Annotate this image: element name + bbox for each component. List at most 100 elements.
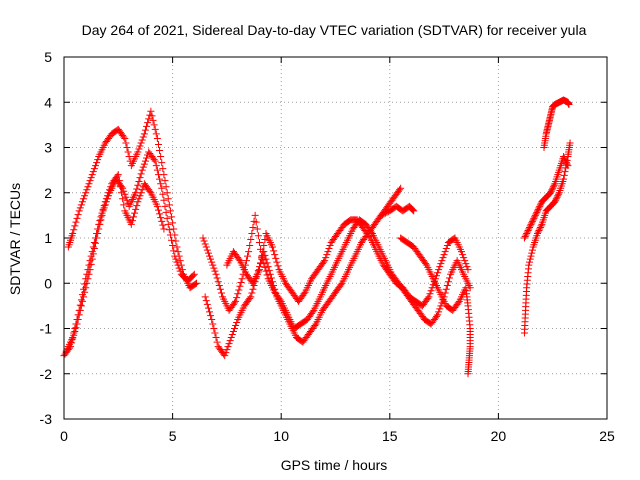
data-point — [133, 202, 141, 210]
data-point — [163, 189, 171, 197]
data-point — [549, 183, 557, 191]
data-point — [232, 297, 240, 305]
data-point — [463, 263, 471, 271]
data-point — [459, 251, 467, 259]
data-point — [464, 370, 472, 378]
data-point — [254, 232, 262, 240]
data-point — [442, 245, 450, 253]
data-point — [177, 261, 185, 269]
data-point — [87, 252, 95, 260]
data-point — [71, 325, 79, 332]
data-point — [153, 202, 161, 210]
data-point — [408, 205, 416, 213]
series-track-b — [64, 107, 200, 292]
data-point — [443, 242, 451, 250]
data-point — [536, 225, 544, 233]
data-point — [157, 214, 165, 222]
data-point — [85, 180, 93, 188]
data-point — [190, 270, 198, 278]
data-point — [560, 175, 568, 183]
data-point — [460, 254, 468, 262]
data-point — [120, 201, 128, 209]
data-point — [435, 308, 443, 316]
data-point — [446, 274, 454, 282]
data-point — [78, 291, 86, 299]
data-point — [238, 275, 246, 283]
data-point — [69, 229, 77, 237]
data-point — [337, 281, 345, 289]
data-point — [158, 217, 166, 225]
data-point — [80, 195, 88, 203]
data-point — [427, 287, 435, 295]
data-point — [441, 248, 449, 256]
data-point — [139, 133, 147, 141]
data-point — [131, 209, 139, 217]
data-point — [134, 181, 142, 189]
data-point — [379, 211, 387, 219]
data-point — [203, 300, 211, 308]
data-point — [531, 211, 539, 219]
data-point — [527, 220, 535, 228]
data-point — [141, 126, 149, 134]
data-point — [227, 334, 235, 342]
data-point — [165, 201, 173, 209]
data-point — [87, 174, 95, 182]
data-point — [138, 136, 146, 144]
data-point — [248, 289, 256, 297]
data-point — [309, 308, 317, 316]
data-point — [536, 202, 544, 210]
data-point — [158, 159, 166, 167]
data-point — [124, 148, 132, 156]
data-point — [144, 119, 152, 127]
data-point — [409, 206, 417, 214]
data-point — [171, 231, 179, 239]
y-tick-label: -2 — [40, 366, 53, 382]
data-point — [147, 107, 155, 115]
data-point — [212, 334, 220, 342]
data-point — [72, 320, 80, 328]
data-point — [249, 285, 257, 293]
data-point — [440, 251, 448, 259]
data-point — [122, 193, 130, 201]
data-point — [160, 225, 168, 233]
data-point — [326, 242, 334, 250]
data-point — [530, 214, 538, 222]
x-tick-label: 25 — [599, 428, 615, 444]
data-point — [81, 192, 89, 200]
data-point — [132, 205, 140, 213]
data-point — [88, 248, 96, 256]
data-point — [377, 211, 385, 219]
data-point — [532, 210, 540, 218]
data-point — [75, 306, 83, 314]
data-point — [265, 266, 273, 274]
data-point — [563, 160, 571, 168]
data-point — [380, 210, 388, 218]
data-point — [163, 214, 171, 222]
data-point — [166, 207, 174, 215]
data-point — [98, 209, 106, 217]
data-point — [145, 115, 153, 123]
data-point — [200, 237, 208, 245]
data-point — [204, 304, 212, 312]
data-point — [84, 266, 92, 274]
data-point — [102, 195, 110, 203]
series-track-k — [540, 96, 573, 151]
data-point — [206, 308, 214, 316]
data-point — [118, 189, 126, 197]
data-point — [77, 302, 85, 310]
data-point — [547, 189, 555, 197]
data-point — [564, 162, 572, 170]
data-point — [78, 297, 86, 305]
data-point — [211, 329, 219, 337]
data-point — [249, 223, 257, 231]
data-point — [255, 239, 263, 247]
data-point — [90, 165, 98, 173]
data-point — [93, 229, 101, 237]
data-point — [444, 278, 452, 286]
data-point — [160, 196, 168, 204]
series-track-j — [520, 153, 572, 242]
data-point — [136, 174, 144, 182]
data-point — [75, 207, 83, 215]
data-point — [323, 251, 331, 259]
series-track-c — [62, 171, 168, 355]
